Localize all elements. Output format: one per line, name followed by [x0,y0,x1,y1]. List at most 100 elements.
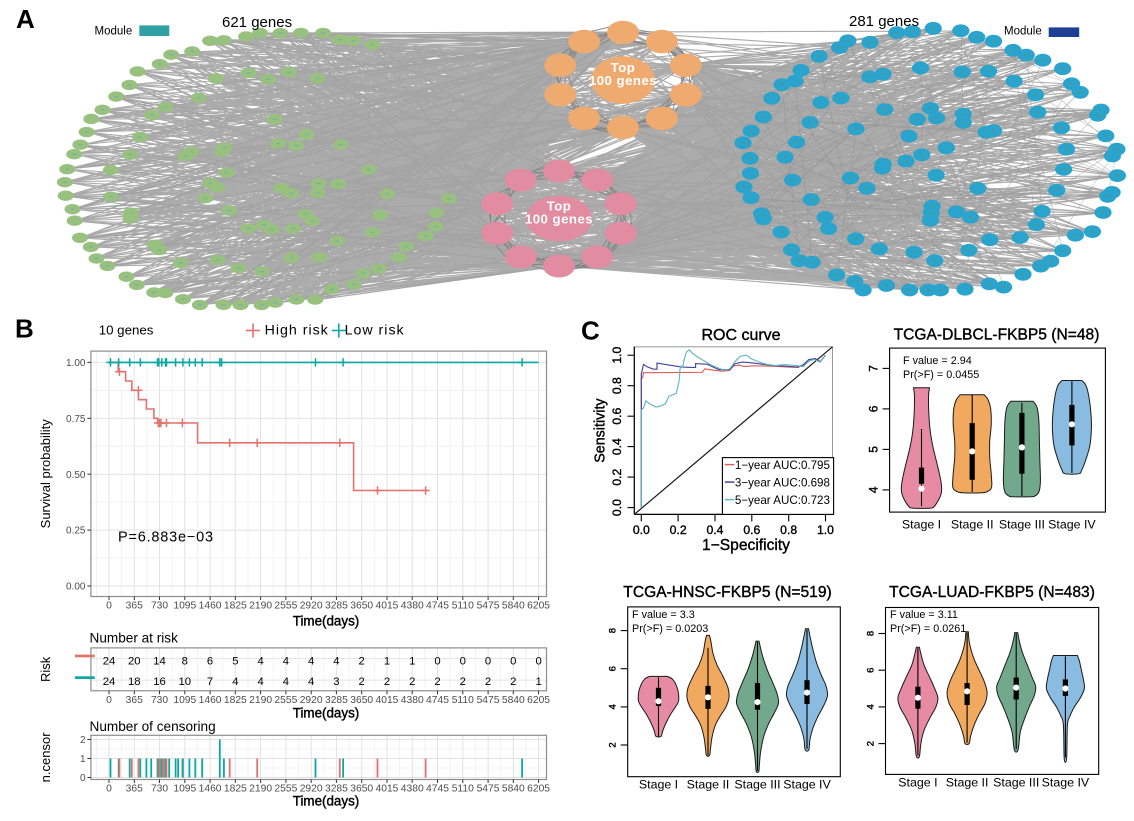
svg-text:Stage IV: Stage IV [1042,776,1090,790]
svg-text:1.00: 1.00 [66,358,86,369]
svg-text:8: 8 [866,631,877,636]
svg-text:1460: 1460 [199,784,222,795]
svg-text:1: 1 [535,676,541,688]
svg-text:Risk: Risk [38,656,53,682]
svg-text:2555: 2555 [274,695,297,706]
svg-text:2920: 2920 [300,695,323,706]
svg-text:1.0: 1.0 [610,347,624,364]
svg-text:24: 24 [103,676,116,688]
svg-text:F value = 3.11: F value = 3.11 [890,609,958,621]
svg-text:281 genes: 281 genes [849,13,919,30]
svg-text:0.4: 0.4 [610,438,624,455]
svg-text:Stage I: Stage I [898,776,937,790]
svg-text:Stage III: Stage III [734,778,780,792]
svg-text:Top: Top [547,199,572,214]
svg-text:3650: 3650 [350,784,373,795]
svg-text:2920: 2920 [300,601,323,612]
svg-text:10 genes: 10 genes [99,323,154,338]
svg-text:0.75: 0.75 [66,414,86,425]
svg-text:2: 2 [80,735,86,746]
svg-text:Low risk: Low risk [345,323,405,339]
svg-text:6: 6 [866,668,877,673]
svg-text:0: 0 [80,773,86,784]
svg-text:100 genes: 100 genes [525,211,593,226]
svg-text:2920: 2920 [300,784,323,795]
svg-text:365: 365 [126,601,143,612]
svg-text:0.2: 0.2 [610,468,624,485]
svg-text:2: 2 [485,676,491,688]
svg-text:Stage IV: Stage IV [783,778,831,792]
svg-text:1095: 1095 [173,695,196,706]
svg-text:1−Specificity: 1−Specificity [702,537,790,554]
svg-text:1−year AUC:0.795: 1−year AUC:0.795 [735,459,830,472]
svg-text:Module: Module [1004,26,1042,38]
svg-text:2: 2 [384,676,390,688]
svg-text:5475: 5475 [477,695,500,706]
svg-text:Stage I: Stage I [902,518,941,532]
svg-text:0.25: 0.25 [66,526,86,537]
svg-text:0.50: 0.50 [66,470,86,481]
svg-text:6205: 6205 [527,695,550,706]
svg-text:0.4: 0.4 [707,523,724,537]
svg-text:2: 2 [460,676,466,688]
svg-text:2: 2 [359,655,365,667]
svg-text:1095: 1095 [173,784,196,795]
svg-text:Stage III: Stage III [999,518,1045,532]
svg-text:1825: 1825 [224,784,247,795]
svg-text:0.0: 0.0 [610,499,624,516]
svg-text:1: 1 [409,655,415,667]
svg-text:3−year AUC:0.698: 3−year AUC:0.698 [735,476,830,489]
svg-text:3285: 3285 [325,784,348,795]
svg-text:20: 20 [128,655,141,667]
svg-text:Pr(>F) = 0.0455: Pr(>F) = 0.0455 [903,369,979,381]
svg-text:0: 0 [485,655,491,667]
svg-text:8: 8 [608,628,619,633]
svg-text:2555: 2555 [274,784,297,795]
svg-text:0.00: 0.00 [66,582,86,593]
svg-text:4: 4 [283,676,289,688]
svg-text:2190: 2190 [249,695,272,706]
svg-text:4: 4 [283,655,289,667]
svg-text:4: 4 [257,676,263,688]
svg-text:2: 2 [359,676,365,688]
svg-text:6: 6 [608,666,619,671]
svg-text:0.2: 0.2 [670,523,687,537]
svg-text:7: 7 [867,365,881,372]
svg-text:3: 3 [333,676,339,688]
svg-text:1460: 1460 [199,695,222,706]
svg-text:2190: 2190 [249,601,272,612]
svg-text:2555: 2555 [274,601,297,612]
svg-text:4: 4 [608,704,619,709]
svg-text:Survival probability: Survival probability [38,419,53,529]
svg-text:2190: 2190 [249,784,272,795]
svg-text:6205: 6205 [527,784,550,795]
svg-text:F value = 2.94: F value = 2.94 [903,355,972,367]
svg-text:365: 365 [126,695,143,706]
svg-text:Pr(>F) = 0.0203: Pr(>F) = 0.0203 [632,623,708,635]
svg-text:5: 5 [232,655,238,667]
svg-text:10: 10 [179,676,192,688]
svg-text:Sensitivity: Sensitivity [593,398,609,463]
svg-text:4015: 4015 [376,695,399,706]
svg-text:1095: 1095 [173,601,196,612]
svg-text:4380: 4380 [401,601,424,612]
svg-text:Stage II: Stage II [946,776,989,790]
svg-text:5475: 5475 [477,784,500,795]
svg-text:2: 2 [434,676,440,688]
svg-text:4015: 4015 [376,784,399,795]
svg-text:1460: 1460 [199,601,222,612]
svg-text:0: 0 [434,655,440,667]
svg-text:ROC curve: ROC curve [701,327,780,344]
svg-text:3650: 3650 [350,601,373,612]
svg-text:Time(days): Time(days) [293,794,359,809]
svg-text:730: 730 [151,695,168,706]
svg-text:TCGA-LUAD-FKBP5 (N=483): TCGA-LUAD-FKBP5 (N=483) [889,584,1095,601]
svg-text:5840: 5840 [502,695,525,706]
svg-text:Stage II: Stage II [951,518,994,532]
svg-text:0: 0 [460,655,466,667]
svg-text:4: 4 [866,704,877,709]
svg-text:Time(days): Time(days) [293,706,359,721]
svg-text:6205: 6205 [527,601,550,612]
svg-text:4745: 4745 [426,695,449,706]
svg-text:F value = 3.3: F value = 3.3 [632,609,695,621]
